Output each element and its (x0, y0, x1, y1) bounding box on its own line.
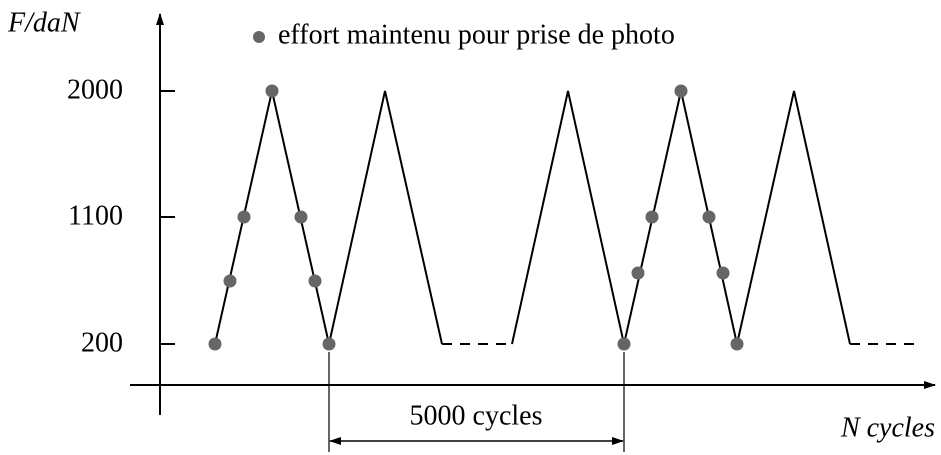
x-axis-label: N cycles (840, 412, 935, 443)
photo-points (208, 84, 744, 351)
y-tick-label: 200 (81, 327, 123, 358)
legend-dot (253, 31, 265, 43)
y-tick-label: 1100 (68, 200, 123, 231)
y-axis-label: F/daN (7, 7, 81, 38)
y-tick-label: 2000 (67, 74, 123, 105)
waveform (511, 90, 851, 345)
annotation: 5000 cycles (410, 400, 543, 431)
legend-text: effort maintenu pour prise de photo (278, 19, 675, 50)
